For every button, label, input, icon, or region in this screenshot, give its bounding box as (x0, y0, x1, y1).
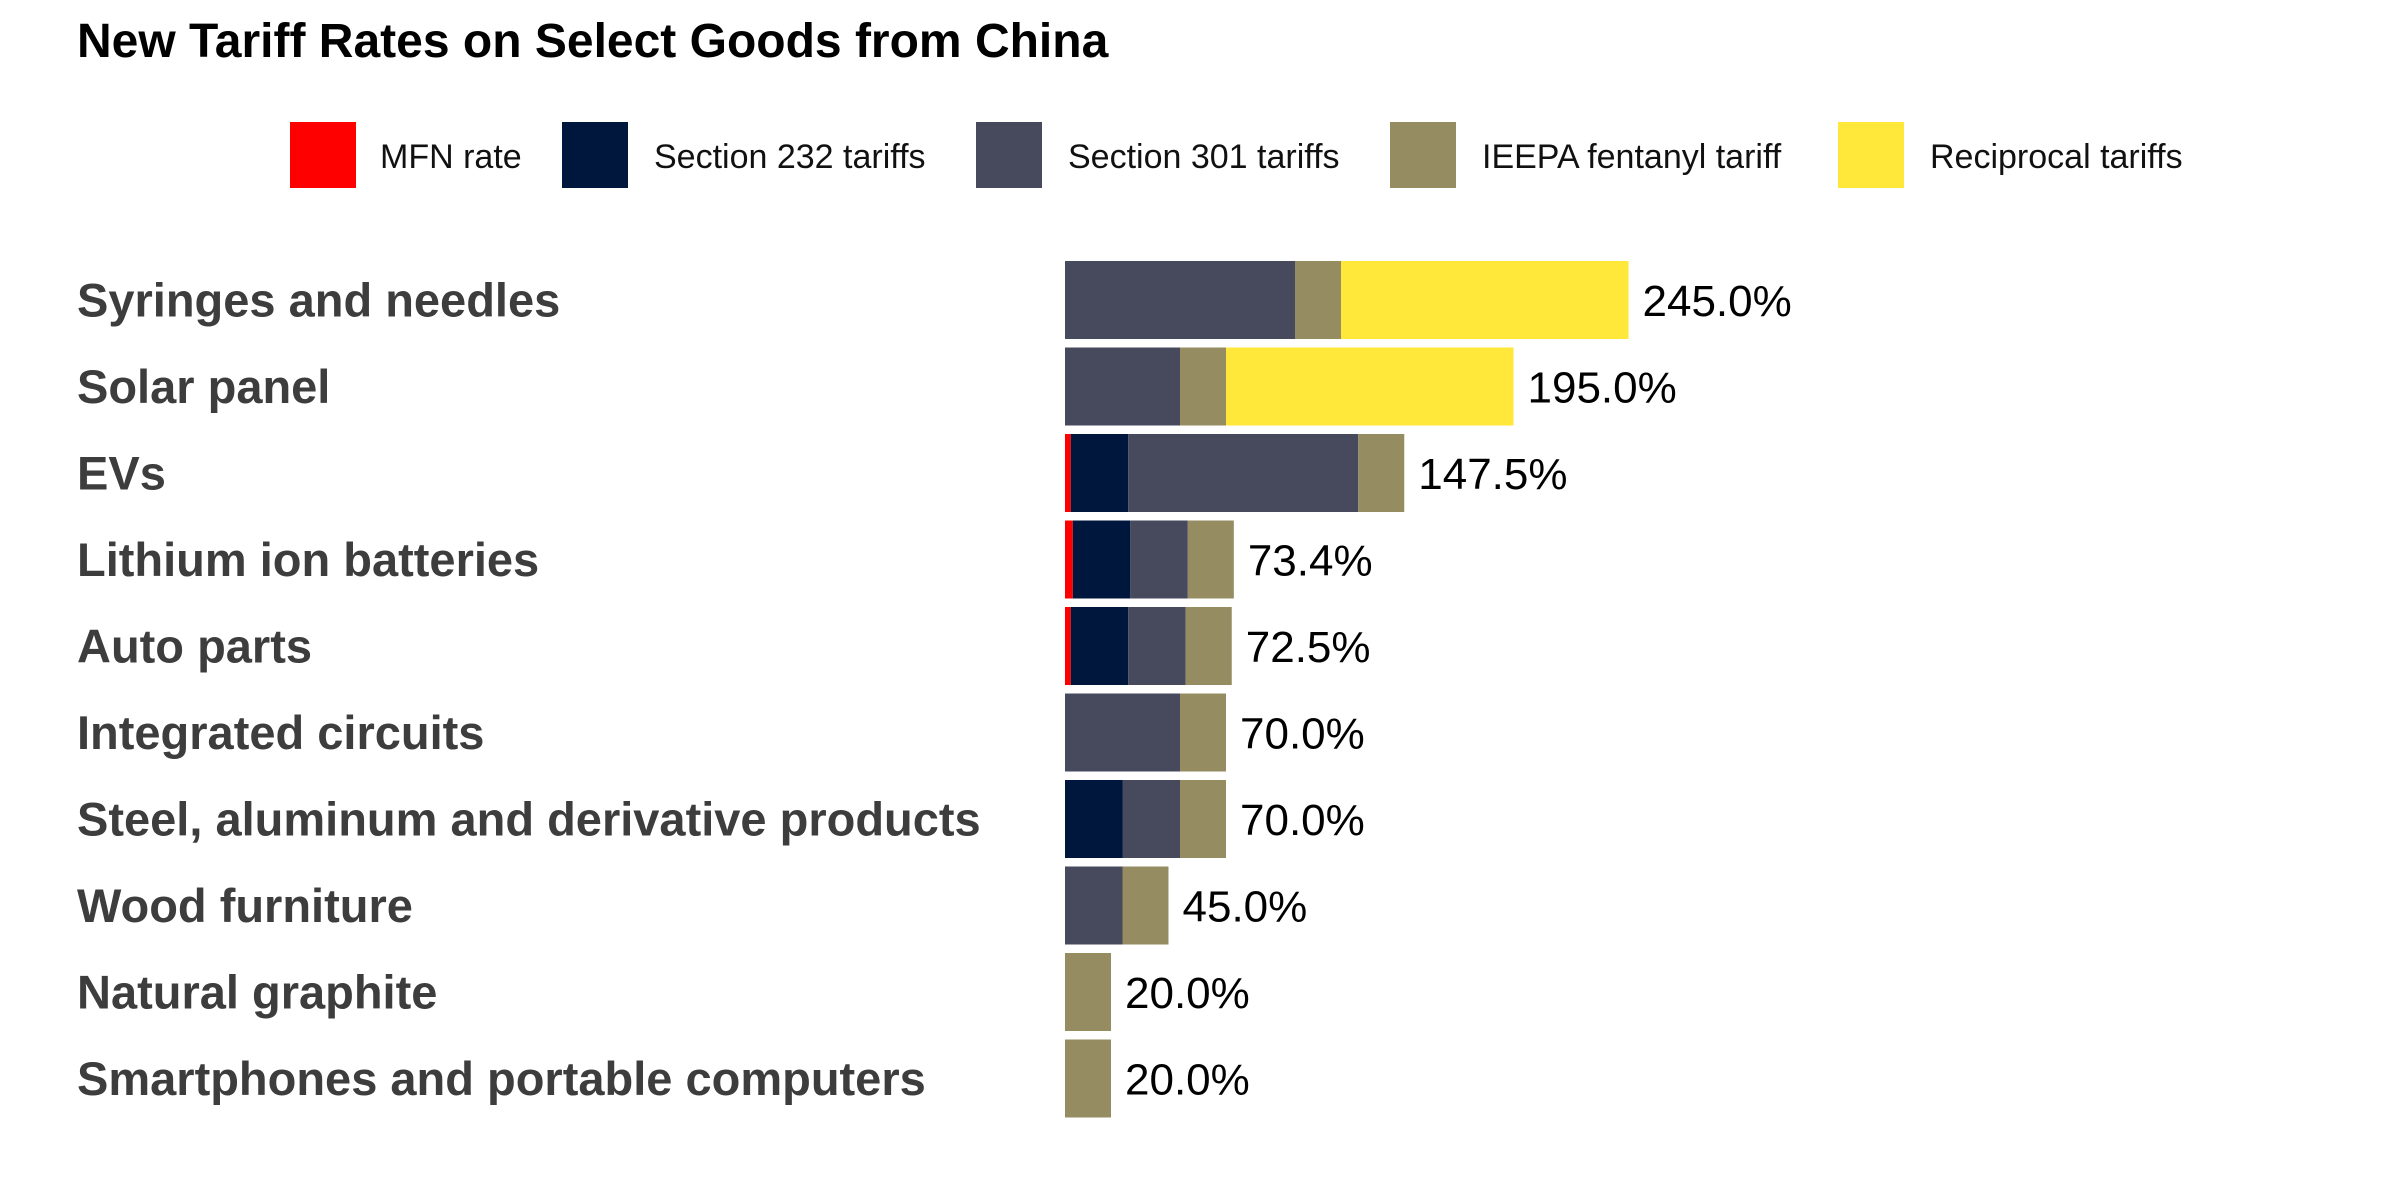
chart-title: New Tariff Rates on Select Goods from Ch… (77, 15, 1109, 68)
bar-steel-aluminum-and-derivative-products-ieepa-fentanyl-tariff (1180, 780, 1226, 858)
value-label-syringes-and-needles: 245.0% (1643, 277, 1792, 326)
value-label-evs: 147.5% (1418, 450, 1567, 499)
bar-evs-section-301-tariffs (1128, 434, 1359, 512)
value-label-steel-aluminum-and-derivative-products: 70.0% (1240, 796, 1365, 845)
bar-syringes-and-needles-reciprocal-tariffs (1341, 261, 1629, 339)
legend-swatch-section-232-tariffs (562, 122, 628, 188)
bar-lithium-ion-batteries-section-232-tariffs (1072, 520, 1131, 599)
value-label-natural-graphite: 20.0% (1125, 969, 1250, 1018)
category-label-integrated-circuits: Integrated circuits (77, 706, 484, 759)
legend-label-mfn-rate: MFN rate (380, 138, 522, 176)
bar-auto-parts-section-232-tariffs (1070, 607, 1129, 685)
bar-evs-ieepa-fentanyl-tariff (1358, 434, 1405, 512)
legend: MFN rate Section 232 tariffs Section 301 t… (290, 122, 2183, 188)
bar-lithium-ion-batteries-ieepa-fentanyl-tariff (1187, 520, 1234, 599)
bar-smartphones-and-portable-computers-ieepa-fentanyl-tariff (1065, 1039, 1111, 1118)
bar-solar-panel-ieepa-fentanyl-tariff (1180, 347, 1226, 426)
legend-swatch-reciprocal-tariffs (1838, 122, 1904, 188)
bar-lithium-ion-batteries-mfn-rate (1065, 520, 1073, 599)
bar-syringes-and-needles-ieepa-fentanyl-tariff (1295, 261, 1341, 339)
bar-steel-aluminum-and-derivative-products-section-301-tariffs (1122, 780, 1180, 858)
bar-auto-parts-section-301-tariffs (1128, 607, 1186, 685)
bar-solar-panel-reciprocal-tariffs (1226, 347, 1514, 426)
bar-wood-furniture-ieepa-fentanyl-tariff (1122, 866, 1169, 945)
value-label-solar-panel: 195.0% (1528, 363, 1677, 412)
bar-syringes-and-needles-section-301-tariffs (1065, 261, 1295, 339)
bar-evs-section-232-tariffs (1070, 434, 1129, 512)
category-label-syringes-and-needles: Syringes and needles (77, 273, 560, 326)
bars (1065, 261, 1629, 1118)
value-label-lithium-ion-batteries: 73.4% (1248, 536, 1373, 585)
legend-label-section-301-tariffs: Section 301 tariffs (1068, 138, 1340, 176)
bar-wood-furniture-section-301-tariffs (1065, 866, 1123, 945)
bar-steel-aluminum-and-derivative-products-section-232-tariffs (1065, 780, 1123, 858)
category-label-lithium-ion-batteries: Lithium ion batteries (77, 533, 539, 586)
category-label-auto-parts: Auto parts (77, 619, 312, 672)
legend-label-reciprocal-tariffs: Reciprocal tariffs (1930, 138, 2183, 176)
legend-swatch-ieepa-fentanyl-tariff (1390, 122, 1456, 188)
value-label-auto-parts: 72.5% (1246, 623, 1371, 672)
category-label-steel-aluminum-and-derivative-products: Steel, aluminum and derivative products (77, 792, 981, 845)
category-label-solar-panel: Solar panel (77, 360, 330, 413)
category-label-smartphones-and-portable-computers: Smartphones and portable computers (77, 1052, 926, 1105)
category-label-wood-furniture: Wood furniture (77, 879, 413, 932)
category-label-natural-graphite: Natural graphite (77, 965, 437, 1018)
value-label-smartphones-and-portable-computers: 20.0% (1125, 1055, 1250, 1104)
legend-label-ieepa-fentanyl-tariff: IEEPA fentanyl tariff (1482, 138, 1782, 176)
legend-swatch-section-301-tariffs (976, 122, 1042, 188)
bar-auto-parts-mfn-rate (1065, 607, 1071, 685)
value-labels: 245.0% 195.0% 147.5% 73.4% 72.5% 70.0% 70.0% 45… (1125, 277, 1792, 1104)
bar-evs-mfn-rate (1065, 434, 1071, 512)
bar-auto-parts-ieepa-fentanyl-tariff (1185, 607, 1232, 685)
legend-label-section-232-tariffs: Section 232 tariffs (654, 138, 926, 176)
value-label-integrated-circuits: 70.0% (1240, 709, 1365, 758)
bar-natural-graphite-ieepa-fentanyl-tariff (1065, 953, 1111, 1031)
legend-swatch-mfn-rate (290, 122, 356, 188)
category-label-evs: EVs (77, 446, 166, 499)
bar-integrated-circuits-section-301-tariffs (1065, 693, 1180, 772)
category-labels: Syringes and needles Solar panel EVs Lithiu… (77, 273, 981, 1104)
bar-integrated-circuits-ieepa-fentanyl-tariff (1180, 693, 1226, 772)
value-label-wood-furniture: 45.0% (1183, 882, 1308, 931)
bar-lithium-ion-batteries-section-301-tariffs (1130, 520, 1188, 599)
bar-solar-panel-section-301-tariffs (1065, 347, 1180, 426)
